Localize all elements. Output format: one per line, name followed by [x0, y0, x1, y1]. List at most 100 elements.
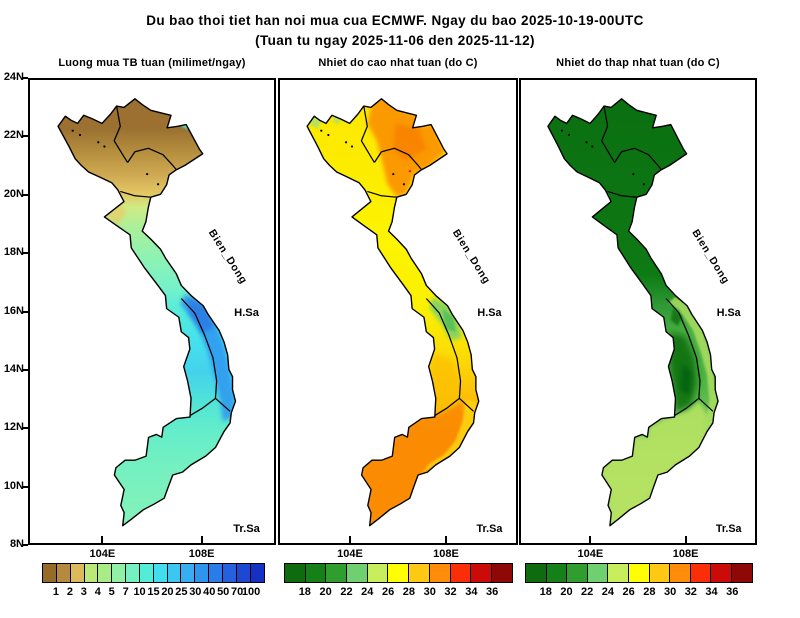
colorbar-tmin: 18 20 22 24 26 28 30 32 34 36 [525, 563, 754, 598]
x-axis-tick [349, 536, 351, 543]
station-dot [146, 172, 149, 176]
colorbar-cell [525, 563, 548, 583]
shading-overlay [670, 308, 683, 326]
colorbar-tick-label: 70 [231, 586, 244, 598]
colorbar-tick-label: 25 [175, 586, 188, 598]
x-axis-tick [684, 536, 687, 543]
colorbar-tick-label: 1 [52, 586, 59, 598]
sea-label-truong-sa: Tr.Sa [477, 523, 504, 535]
colorbar-tick-label: 24 [361, 586, 374, 598]
map-panel-rain: Bien_Dong H.Sa Tr.Sa [28, 78, 276, 545]
colorbar-tick-label: 26 [622, 586, 635, 598]
shading-overlay [180, 294, 235, 422]
shading-overlay [668, 297, 718, 454]
colorbar-tick-label: 20 [319, 586, 332, 598]
station-dot [71, 129, 74, 132]
station-dot [97, 141, 100, 144]
region-boundary [120, 190, 151, 198]
colorbar-rain: 1 2 3 4 5 7 10 15 20 25 30 40 50 70 100 [42, 563, 265, 598]
colorbar-cell [710, 563, 733, 583]
colorbar-cell [304, 563, 327, 583]
colorbar-cell [669, 563, 692, 583]
colorbar-cell [545, 563, 568, 583]
region-boundary [425, 298, 462, 417]
colorbar-tick-label: 34 [705, 586, 718, 598]
sea-label-bien-dong: Bien_Dong [690, 228, 732, 286]
x-axis-tick [101, 536, 104, 543]
shading-overlay [442, 308, 456, 332]
y-axis-label: 14N [3, 362, 24, 375]
y-axis-label: 20N [3, 187, 24, 200]
shading-overlay [680, 363, 692, 396]
x-axis-label: 108E [188, 548, 215, 560]
figure-title-line1: Du bao thoi tiet han noi mua cua ECMWF. … [146, 13, 644, 28]
station-dot [392, 172, 395, 176]
colorbar-cell [566, 563, 589, 583]
colorbar-cell [428, 563, 451, 583]
colorbar-tick-label: 5 [108, 586, 115, 598]
colorbar-cell [607, 563, 630, 583]
y-axis-label: 24N [3, 71, 24, 83]
x-axis-label: 104E [89, 548, 116, 560]
region-boundary [127, 147, 177, 171]
colorbar-tick-label: 10 [133, 586, 146, 598]
colorbar-tick-label: 32 [444, 586, 457, 598]
map-panel-tmax: Bien_Dong H.Sa Tr.Sa [278, 78, 518, 545]
region-boundary [458, 397, 474, 412]
region-boundary [665, 298, 701, 417]
colorbar-tick-label: 20 [161, 586, 174, 598]
colorbar-cell [648, 563, 671, 583]
colorbar-tick-label: 34 [465, 586, 478, 598]
station-dot [632, 172, 635, 176]
y-axis-label: 8N [9, 538, 24, 550]
y-axis-tick [22, 310, 28, 313]
colorbar-tick-label: 4 [94, 586, 101, 598]
colorbar-tick-label: 22 [581, 586, 594, 598]
colorbar-cell [627, 563, 651, 583]
colorbar-tick-label: 28 [402, 586, 416, 598]
colorbar-tick-label: 3 [80, 586, 87, 598]
colorbar-tick-label: 18 [298, 586, 311, 598]
region-boundary [215, 397, 231, 412]
colorbar-cell [249, 563, 265, 583]
region-boundary [367, 190, 397, 198]
station-dot [320, 129, 323, 132]
station-dot [78, 133, 82, 137]
colorbar-tick-label: 7 [122, 586, 129, 598]
colorbar-tick-label: 26 [381, 586, 395, 598]
sea-label-truong-sa: Tr.Sa [716, 523, 743, 535]
x-axis-tick [589, 536, 592, 543]
y-axis-tick [22, 368, 28, 371]
region-boundary [113, 105, 129, 163]
colorbar-tick-label: 18 [539, 586, 552, 598]
y-axis-tick [22, 485, 28, 488]
station-dot [591, 145, 594, 148]
colorbar-tick-label: 2 [66, 586, 73, 598]
colorbar-tmax: 18 20 22 24 26 28 30 32 34 36 [284, 563, 514, 598]
y-axis-tick [22, 77, 28, 79]
shading-overlay [187, 297, 215, 334]
sea-label-bien-dong: Bien_Dong [450, 228, 492, 286]
y-axis-label: 10N [3, 479, 24, 492]
colorbar-tick-label: 36 [726, 586, 739, 598]
y-axis-label: 22N [3, 129, 24, 142]
colorbar-cell [689, 563, 712, 583]
sea-label-bien-dong: Bien_Dong [206, 227, 250, 286]
colorbar-tick-label: 15 [147, 586, 160, 598]
colorbar-tick-label: 20 [560, 586, 573, 598]
colorbar-tick-label: 24 [601, 586, 615, 598]
station-dot [156, 183, 160, 186]
colorbar-cell [408, 563, 431, 583]
y-axis-label: 12N [3, 421, 24, 434]
station-dot [103, 145, 106, 148]
panel-title-tmin: Nhiet do thap nhat tuan (do C) [556, 57, 720, 69]
panel-title-rain: Luong mua TB tuan (milimet/ngay) [58, 57, 246, 69]
shading-overlay [429, 352, 461, 413]
region-boundary [607, 190, 637, 198]
colorbar-cell [346, 563, 369, 583]
colorbar-tick-label: 22 [340, 586, 353, 598]
station-dot [585, 141, 588, 144]
colorbar-tick-label: 30 [189, 586, 202, 598]
station-dot [567, 133, 571, 137]
sea-label-hoang-sa: H.Sa [234, 307, 260, 319]
